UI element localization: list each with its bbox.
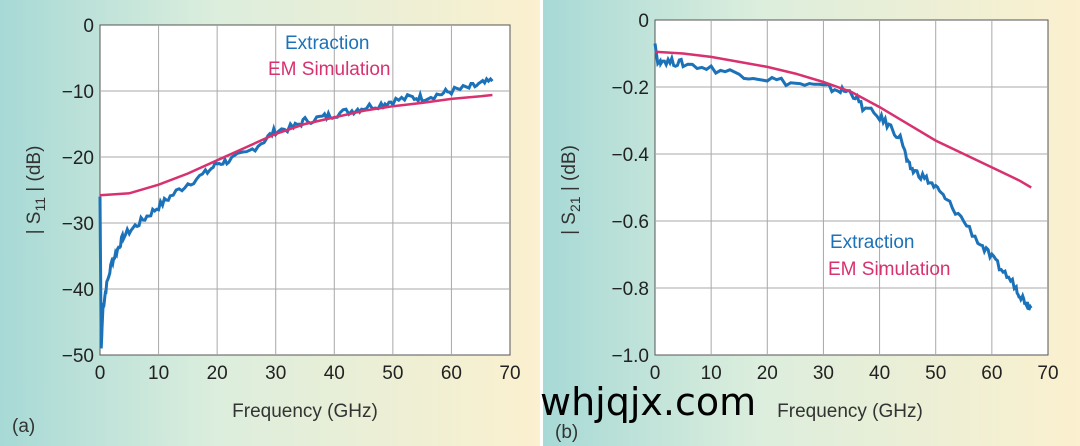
legend-em-simulation-a: EM Simulation	[268, 59, 391, 80]
plot-area-a	[99, 24, 511, 356]
legend-extraction-b: Extraction	[830, 232, 914, 253]
x-axis-label-b: Frequency (GHz)	[777, 401, 923, 422]
x-tick-label-b-7: 70	[1037, 363, 1058, 384]
y-axis-label-a-post: | (dB)	[24, 146, 45, 197]
legend-em-simulation-b: EM Simulation	[828, 259, 951, 280]
y-axis-label-b-post: | (dB)	[559, 145, 580, 196]
plot-area-b	[654, 19, 1049, 356]
y-tick-label-a-3: −30	[62, 214, 94, 235]
y-tick-labels-b: 0 −0.2 −0.4 −0.6 −0.8 −1.0	[611, 11, 649, 367]
x-axis-label-a: Frequency (GHz)	[232, 401, 378, 422]
grid-a	[100, 25, 510, 355]
x-tick-label-a-6: 60	[441, 363, 462, 384]
watermark-text: whjqjx.com	[540, 380, 757, 424]
grid-b	[655, 20, 1048, 355]
y-tick-label-a-5: −50	[62, 346, 94, 367]
y-tick-label-a-2: −20	[62, 148, 94, 169]
y-tick-label-b-5: −1.0	[611, 346, 649, 367]
x-tick-label-b-6: 60	[981, 363, 1002, 384]
series-line-em-simulation-a	[99, 93, 493, 197]
y-axis-label-a-sub: 11	[32, 197, 48, 212]
y-tick-label-b-3: −0.6	[611, 212, 649, 233]
y-tick-label-a-1: −10	[62, 82, 94, 103]
x-tick-label-b-3: 30	[813, 363, 834, 384]
x-tick-label-a-2: 20	[207, 363, 228, 384]
y-tick-label-b-2: −0.4	[611, 145, 649, 166]
x-tick-label-b-4: 40	[869, 363, 890, 384]
x-tick-label-a-1: 10	[148, 363, 169, 384]
series-line-extraction-b	[653, 43, 1033, 311]
x-tick-label-b-0: 0	[650, 363, 661, 384]
x-tick-label-a-7: 70	[499, 363, 520, 384]
y-tick-label-a-4: −40	[62, 280, 94, 301]
y-axis-label-b-pre: | S	[559, 212, 580, 235]
x-tick-label-b-5: 50	[925, 363, 946, 384]
x-tick-label-a-0: 0	[95, 363, 106, 384]
y-axis-label-b: | S21 | (dB)	[559, 145, 583, 235]
series-line-em-simulation-b	[654, 50, 1032, 189]
panel-label-b: (b)	[555, 422, 578, 443]
y-tick-label-b-1: −0.2	[611, 78, 649, 99]
y-axis-label-a-pre: | S	[24, 212, 45, 235]
panel-label-a: (a)	[12, 416, 35, 437]
x-tick-label-b-1: 10	[701, 363, 722, 384]
x-tick-label-a-5: 50	[382, 363, 403, 384]
series-line-extraction-a	[98, 76, 494, 349]
panel-separator	[540, 0, 543, 446]
x-tick-label-b-2: 20	[757, 363, 778, 384]
y-tick-label-a-0: 0	[83, 16, 94, 37]
legend-extraction-a: Extraction	[285, 33, 369, 54]
y-axis-label-b-sub: 21	[567, 196, 583, 212]
y-tick-label-b-0: 0	[638, 11, 649, 32]
y-tick-label-b-4: −0.8	[611, 279, 649, 300]
x-tick-label-a-3: 30	[265, 363, 286, 384]
x-tick-labels-b: 0 10 20 30 40 50 60 70	[650, 363, 1059, 384]
y-axis-label-a: | S11 | (dB)	[24, 146, 48, 235]
x-tick-label-a-4: 40	[324, 363, 345, 384]
x-tick-labels-a: 0 10 20 30 40 50 60 70	[95, 363, 521, 384]
y-tick-labels-a: 0 −10 −20 −30 −40 −50	[62, 16, 94, 367]
